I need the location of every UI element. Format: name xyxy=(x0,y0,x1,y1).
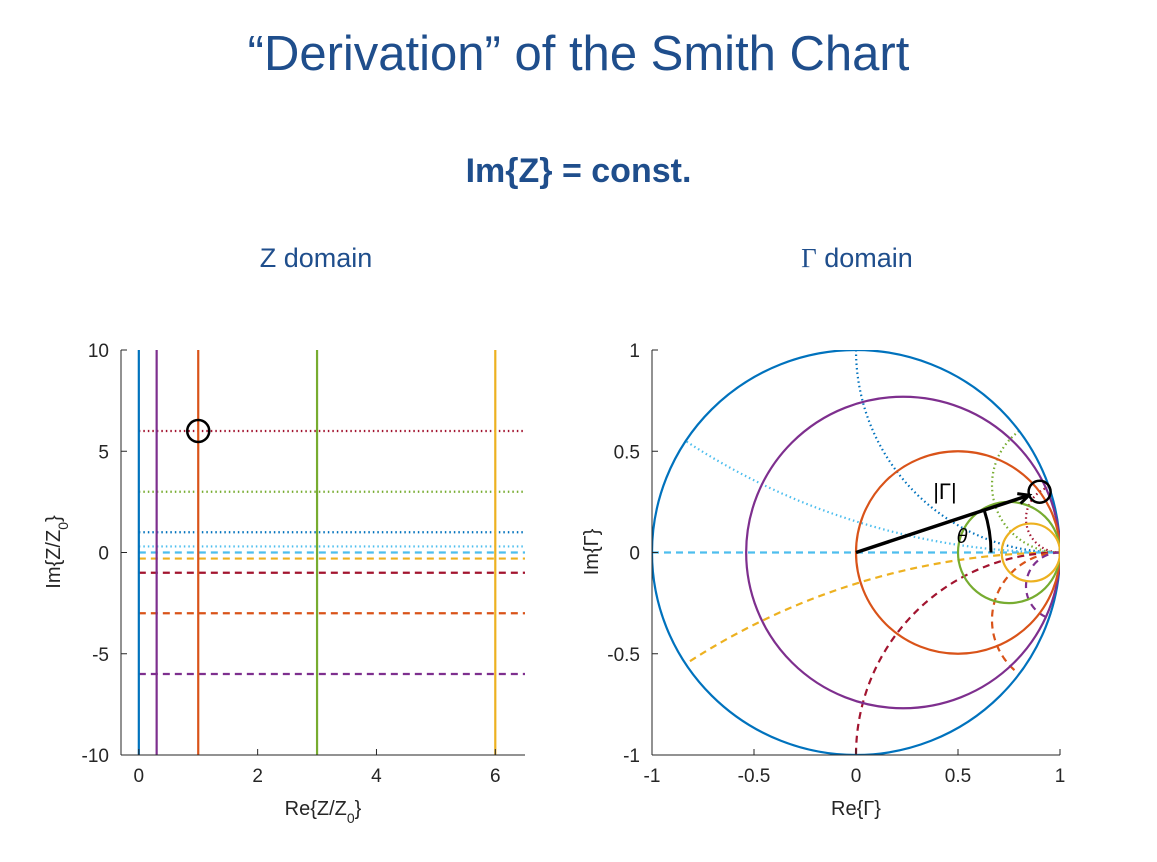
z-x-tick-label: 2 xyxy=(252,766,263,787)
gamma-y-tick-label: -0.5 xyxy=(607,645,640,666)
z-x-tick-label: 4 xyxy=(371,766,382,787)
gamma-x-tick-label: -1 xyxy=(644,766,661,787)
z-y-tick-label: 0 xyxy=(98,544,109,565)
z-domain-title: Z domain xyxy=(259,243,373,273)
z-y-axis-label: Im{Z/Z0} xyxy=(43,515,71,589)
z-x-tick-label: 0 xyxy=(134,766,145,787)
theta-arc xyxy=(982,509,993,553)
gamma-domain-title: Γ domain xyxy=(707,243,1007,274)
z-lines xyxy=(137,350,525,755)
gamma-x-axis-label: Re{Γ} xyxy=(831,798,881,820)
gamma-reactance-arc xyxy=(990,551,1060,675)
gamma-reactance-arc xyxy=(686,440,1060,554)
z-marker xyxy=(185,418,211,444)
gamma-marker xyxy=(1027,479,1052,504)
slide-subtitle: Im{Z} = const. xyxy=(465,152,692,190)
z-y-tick-label: 10 xyxy=(88,341,109,362)
gamma-y-tick-label: -1 xyxy=(623,746,640,767)
z-y-tick-label: -10 xyxy=(82,746,109,767)
z-x-axis-label: Re{Z/Z0} xyxy=(285,798,362,826)
gamma-reactance-arc xyxy=(1024,551,1060,620)
gamma-symbol: Γ xyxy=(801,243,817,273)
gamma-y-tick-label: 0 xyxy=(629,544,640,565)
gamma-reactance-arc xyxy=(854,350,1060,554)
gamma-reactance-arc xyxy=(686,551,1060,665)
z-y-tick-label: -5 xyxy=(92,645,109,666)
gamma-x-tick-label: -0.5 xyxy=(738,766,771,787)
gamma-y-axis-label: Im{Γ} xyxy=(581,528,603,575)
gamma-x-tick-label: 1 xyxy=(1055,766,1066,787)
z-y-tick-label: 5 xyxy=(98,442,109,463)
gamma-domain-title-text: domain xyxy=(816,243,913,273)
z-x-tick-label: 6 xyxy=(490,766,501,787)
gamma-resistance-circle xyxy=(1000,522,1060,583)
gamma-x-tick-label: 0.5 xyxy=(945,766,971,787)
gamma-magnitude-vector xyxy=(855,493,1030,555)
theta-label: θ xyxy=(957,526,968,548)
gamma-reactance-arc xyxy=(990,430,1060,554)
gamma-magnitude-label: |Γ| xyxy=(933,479,957,504)
gamma-x-tick-label: 0 xyxy=(851,766,862,787)
gamma-y-tick-label: 0.5 xyxy=(614,442,640,463)
gamma-domain-chart: θ|Γ| -1 -0.5 0 0.5 1 -1 -0.5 0 0.5 1 Re{Γ} Im{Γ} xyxy=(581,341,1065,820)
slide-title: “Derivation” of the Smith Chart xyxy=(247,27,910,81)
gamma-y-tick-label: 1 xyxy=(629,341,640,362)
z-domain-chart: 0 2 4 6 -10 -5 0 5 10 Re{Z/Z0} Im{Z/Z0} xyxy=(43,341,525,826)
